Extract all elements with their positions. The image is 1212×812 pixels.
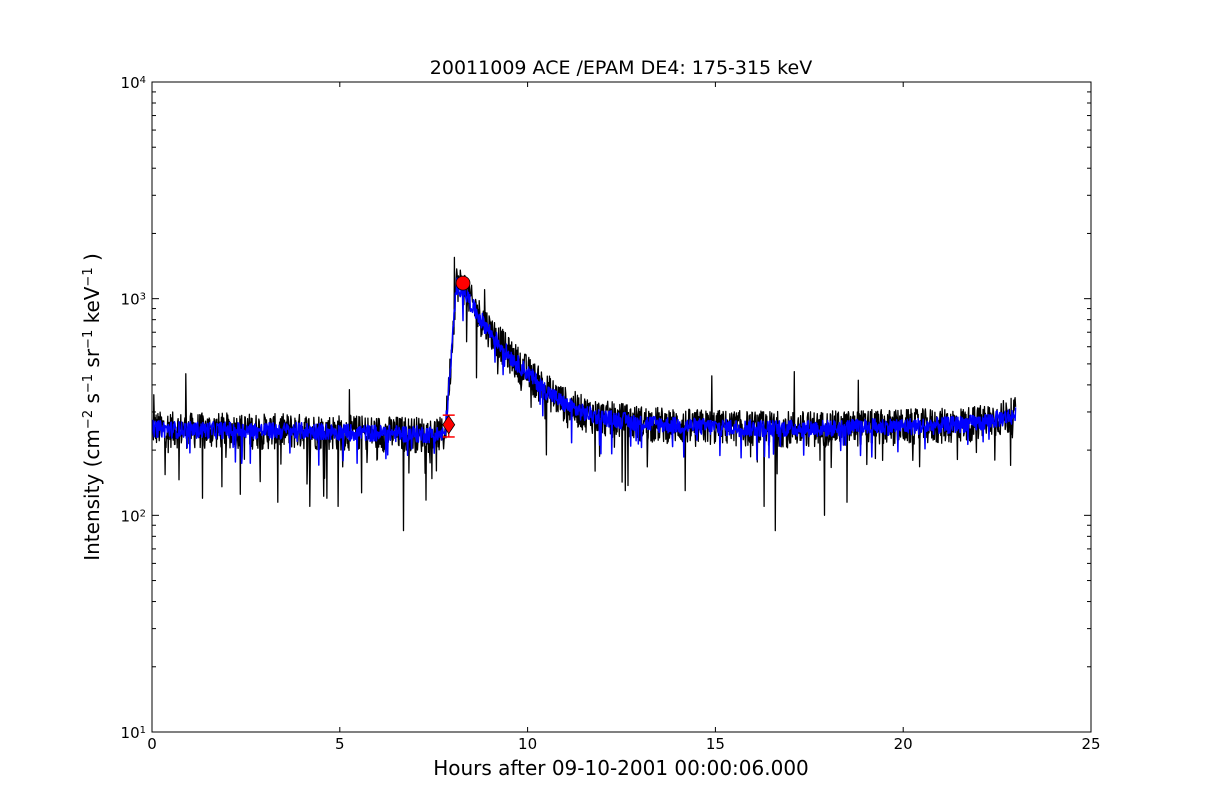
y-tick-label: 103: [121, 291, 146, 309]
plot-frame: [151, 81, 1092, 733]
y-axis-label: Intensity (cm−2 s−1 sr−1 keV−1 ): [80, 253, 104, 561]
marker-layer: [442, 275, 471, 438]
y-tick-label: 104: [121, 74, 146, 92]
onset-diamond-marker: [442, 414, 456, 435]
peak-circle-marker: [455, 275, 471, 291]
x-tick-label: 5: [335, 735, 345, 753]
x-tick-label: 0: [147, 735, 157, 753]
x-axis-label: Hours after 09-10-2001 00:00:06.000: [433, 756, 809, 780]
y-tick-label: 102: [121, 507, 146, 525]
x-tick-label: 15: [706, 735, 725, 753]
y-tick-label: 101: [121, 724, 146, 742]
x-tick-label: 10: [518, 735, 537, 753]
y-axis: 101 102 103 104: [121, 74, 1091, 742]
series-line-blue: [152, 277, 1017, 466]
chart-title: 20011009 ACE /EPAM DE4: 175-315 keV: [430, 57, 812, 79]
x-tick-label: 25: [1081, 735, 1100, 753]
x-axis: 0 5 10 15 20 25: [147, 82, 1101, 753]
series-layer: [152, 256, 1017, 532]
x-tick-label: 20: [894, 735, 913, 753]
